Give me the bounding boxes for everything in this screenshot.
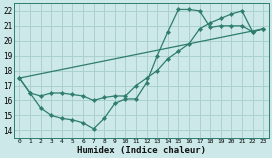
- X-axis label: Humidex (Indice chaleur): Humidex (Indice chaleur): [77, 146, 206, 155]
